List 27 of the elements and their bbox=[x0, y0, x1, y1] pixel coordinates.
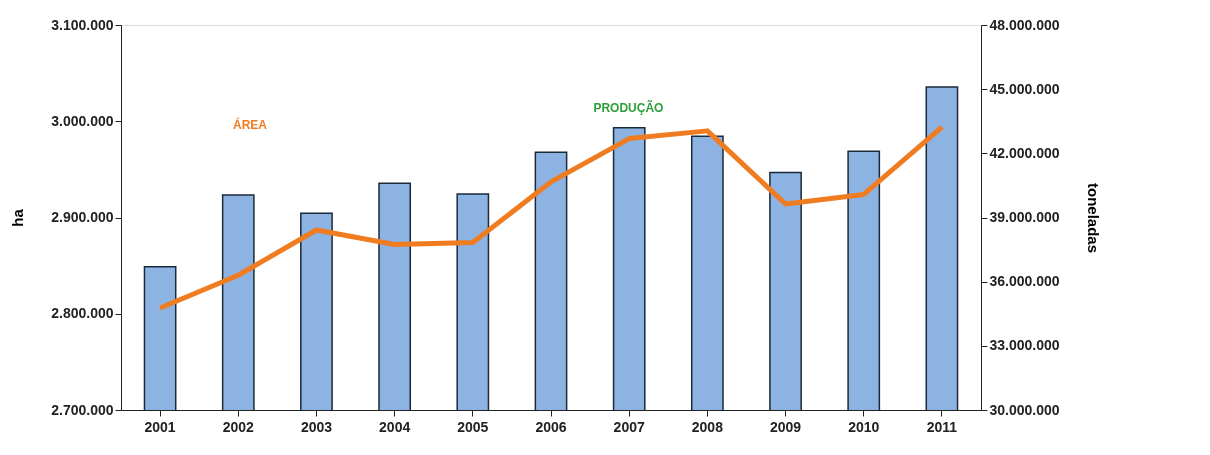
y2-tick-label: 30.000.000 bbox=[989, 401, 1060, 418]
y2-tick-label: 45.000.000 bbox=[989, 80, 1060, 97]
y2-tick-label: 48.000.000 bbox=[989, 16, 1060, 33]
y2-tick-label: 42.000.000 bbox=[989, 144, 1060, 161]
y2-axis-title: toneladas bbox=[1084, 182, 1102, 254]
x-tick-label: 2005 bbox=[457, 418, 489, 435]
y-tick-label: 2.700.000 bbox=[51, 401, 114, 418]
x-tick-label: 2003 bbox=[300, 418, 333, 435]
text: ÁREA bbox=[232, 117, 268, 133]
x-tick-label: 2004 bbox=[379, 418, 411, 435]
x-tick-label: 2002 bbox=[222, 418, 255, 435]
y-tick-label: 2.800.000 bbox=[51, 305, 114, 322]
x-tick-label: 2001 bbox=[144, 418, 176, 435]
x-tick-label: 2007 bbox=[613, 418, 645, 435]
series-label: PRODUÇÃO bbox=[593, 99, 664, 115]
y-axis-title: ha bbox=[9, 208, 27, 227]
y2-tick-label: 36.000.000 bbox=[989, 273, 1060, 290]
y-tick-label: 3.000.000 bbox=[51, 112, 114, 129]
y-tick-label: 2.900.000 bbox=[51, 209, 114, 225]
y-tick-label: 3.100.000 bbox=[51, 16, 114, 33]
x-tick-label: 2010 bbox=[848, 418, 880, 435]
x-tick-label: 2011 bbox=[926, 418, 958, 435]
y2-tick-label: 33.000.000 bbox=[989, 337, 1060, 354]
x-tick-label: 2008 bbox=[691, 418, 724, 435]
y2-tick-label: 39.000.000 bbox=[989, 209, 1060, 225]
x-tick-label: 2009 bbox=[769, 418, 802, 435]
x-tick-label: 2006 bbox=[535, 418, 567, 435]
